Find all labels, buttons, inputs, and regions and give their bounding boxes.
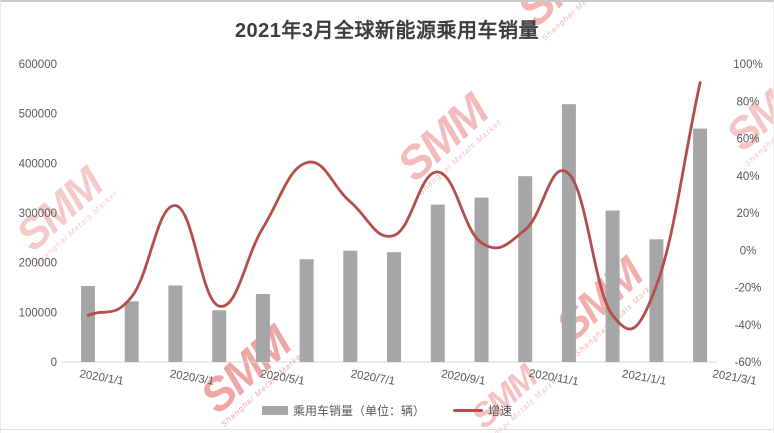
- x-axis-tick-label: 2020/11/1: [528, 368, 580, 389]
- sales-series-swatch: [261, 406, 288, 415]
- sales-bar-2020-4-1: [212, 310, 227, 362]
- chart-legend: 乘用车销量（单位：辆） 增速: [1, 402, 773, 419]
- right-axis-tick-label: 60%: [736, 134, 759, 146]
- x-axis-tick-label: 2021/3/1: [711, 368, 757, 388]
- chart-title: 2021年3月全球新能源乘用车销量: [234, 20, 540, 42]
- right-axis-tick-label: 40%: [736, 171, 759, 183]
- legend-item-sales: 乘用车销量（单位：辆）: [261, 402, 425, 419]
- left-axis-tick-label: 600000: [19, 59, 57, 71]
- sales-bar-2020-6-1: [299, 259, 314, 362]
- sales-bar-2020-12-1: [561, 104, 576, 362]
- left-axis-tick-label: 500000: [19, 109, 57, 121]
- sales-series-label: 乘用车销量（单位：辆）: [292, 404, 425, 418]
- sales-bar-2020-7-1: [343, 250, 358, 362]
- right-axis-tick-label: 80%: [736, 96, 759, 108]
- left-axis-tick-label: 100000: [19, 307, 57, 319]
- x-axis-tick-label: 2020/5/1: [259, 368, 305, 388]
- x-axis-tick-label: 2020/1/1: [78, 368, 124, 388]
- sales-bar-2020-9-1: [430, 204, 445, 362]
- sales-bar-2020-11-1: [518, 176, 533, 362]
- sales-bar-2020-2-1: [124, 301, 139, 362]
- legend-item-growth: 增速: [453, 402, 512, 419]
- bottom-divider: [1, 429, 773, 430]
- sales-bar-2020-3-1: [168, 285, 183, 362]
- x-axis-tick-label: 2020/9/1: [440, 368, 486, 388]
- right-axis-tick-label: -60%: [735, 357, 762, 369]
- right-axis-tick-label: 20%: [736, 208, 759, 220]
- sales-bar-2020-1-1: [81, 286, 95, 362]
- left-axis-tick-label: 200000: [19, 258, 57, 270]
- left-axis-tick-label: 0: [51, 357, 57, 369]
- left-axis-tick-label: 300000: [19, 208, 57, 220]
- sales-bar-2020-10-1: [474, 197, 489, 362]
- right-axis-tick-label: 0%: [740, 245, 757, 257]
- sales-bar-2020-8-1: [387, 252, 401, 362]
- sales-bar-2021-3-1: [693, 128, 708, 362]
- right-axis-tick-label: 100%: [733, 59, 762, 71]
- sales-bar-2020-5-1: [255, 294, 270, 362]
- x-axis-tick-label: 2020/7/1: [350, 368, 396, 388]
- growth-series-label: 增速: [488, 404, 513, 418]
- left-axis-tick-label: 400000: [19, 158, 57, 170]
- x-axis-tick-label: 2021/1/1: [621, 368, 667, 388]
- sales-bar-2021-2-1: [649, 239, 664, 362]
- right-axis-tick-label: -20%: [735, 283, 762, 295]
- growth-rate-line: [86, 81, 702, 331]
- x-axis-tick-label: 2020/3/1: [169, 368, 215, 388]
- growth-series-swatch: [453, 409, 483, 412]
- right-axis-tick-label: -40%: [735, 320, 762, 332]
- sales-bar-2021-1-1: [605, 210, 620, 362]
